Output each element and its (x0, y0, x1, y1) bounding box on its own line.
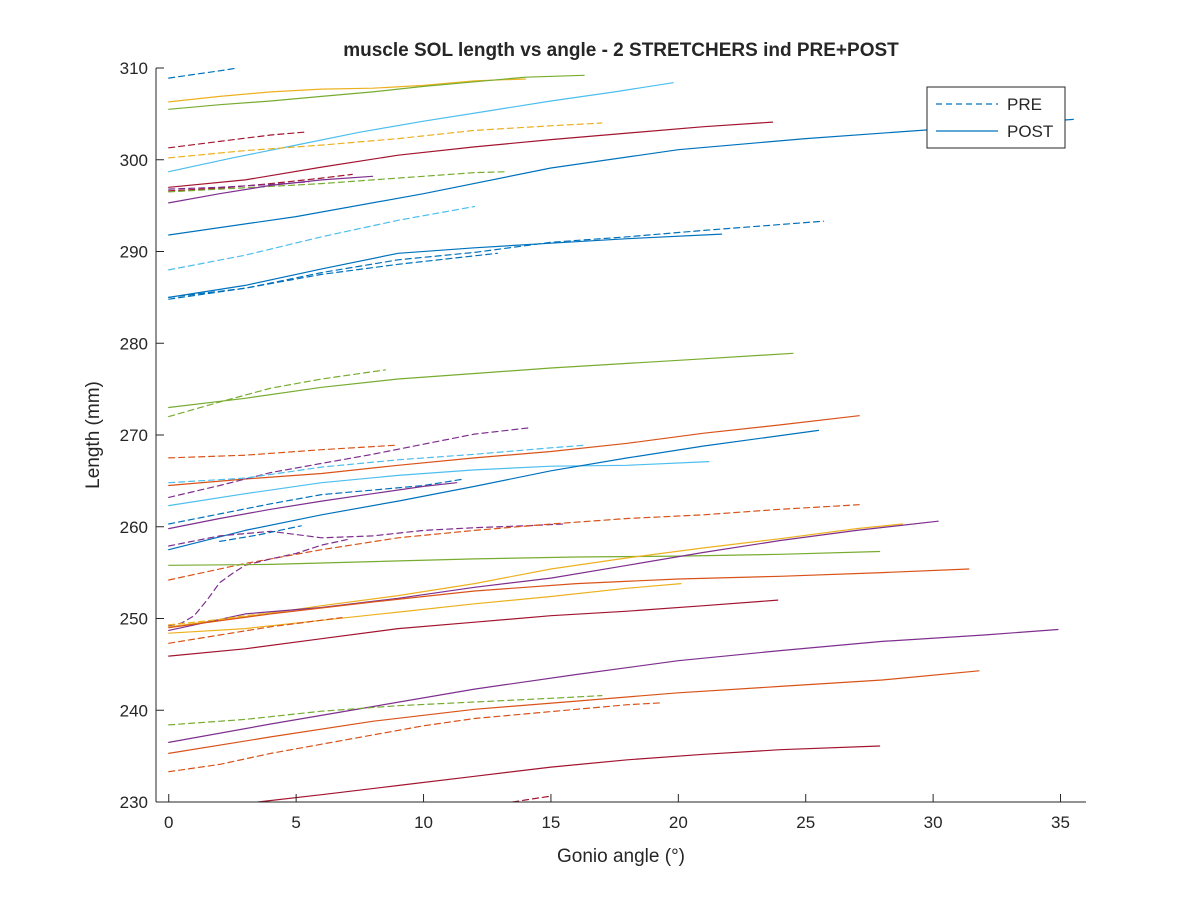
series-layer (168, 68, 1074, 802)
y-tick-label: 300 (120, 151, 148, 170)
post-series-line-16 (168, 352, 794, 409)
y-tick-label: 250 (120, 610, 148, 629)
y-tick-label: 280 (120, 334, 148, 353)
x-tick-label: 15 (541, 813, 560, 832)
pre-series-line-41 (168, 702, 662, 773)
post-series-line-22 (168, 461, 710, 507)
pre-series-line-29 (168, 538, 348, 627)
legend-pre-label: PRE (1007, 95, 1042, 114)
axes-layer: 0 5 10 15 20 25 30 35 230 240 250 260 270 280 290 300 31… (120, 59, 1086, 832)
post-series-line-35 (168, 582, 682, 634)
post-series-line-10 (168, 175, 374, 204)
post-series-line-15 (168, 233, 723, 298)
post-series-line-30 (168, 550, 881, 566)
post-series-line-37 (168, 599, 779, 657)
legend-box (926, 86, 1066, 149)
pre-series-line-0 (168, 68, 239, 79)
y-tick-label: 260 (120, 518, 148, 537)
x-tick-label: 25 (796, 813, 815, 832)
pre-series-line-12 (168, 205, 476, 271)
x-tick-label: 20 (669, 813, 688, 832)
chart-title: muscle SOL length vs angle - 2 STRETCHER… (343, 40, 899, 61)
post-series-line-18 (168, 415, 860, 487)
pre-series-line-34 (168, 612, 272, 626)
post-series-line-3 (168, 82, 674, 173)
post-series-line-32 (168, 520, 939, 632)
y-tick-label: 240 (120, 701, 148, 720)
post-series-line-25 (168, 482, 458, 530)
x-tick-label: 10 (414, 813, 433, 832)
post-series-line-40 (168, 670, 980, 755)
x-tick-label: 0 (164, 813, 173, 832)
y-tick-label: 290 (120, 243, 148, 262)
pre-series-line-17 (168, 369, 386, 418)
y-axis-label: Length (mm) (83, 381, 104, 489)
post-series-line-33 (168, 568, 970, 629)
x-axis-label: Gonio angle (°) (557, 846, 685, 867)
y-tick-label: 270 (120, 426, 148, 445)
x-tick-label: 5 (291, 813, 300, 832)
plot-area (156, 68, 1086, 802)
post-series-line-42 (257, 745, 881, 802)
pre-series-line-14 (168, 252, 498, 298)
pre-series-line-20 (168, 427, 532, 498)
legend: PRE POST (926, 86, 1066, 149)
y-tick-label: 230 (120, 793, 148, 812)
pre-series-line-36 (168, 616, 343, 644)
legend-post-label: POST (1007, 122, 1053, 141)
pre-series-line-27 (219, 525, 302, 543)
pre-series-line-21 (168, 444, 588, 484)
y-tick-label: 310 (120, 59, 148, 78)
x-tick-label: 30 (924, 813, 943, 832)
post-series-line-6 (168, 121, 774, 188)
pre-series-line-8 (168, 171, 509, 193)
post-series-line-23 (168, 429, 820, 551)
post-series-line-1 (168, 78, 527, 103)
post-series-line-11 (168, 118, 1074, 236)
pre-series-line-19 (168, 444, 399, 459)
pre-series-line-26 (168, 523, 565, 547)
pre-series-line-43 (512, 795, 550, 802)
post-series-line-38 (168, 628, 1059, 744)
pre-series-line-5 (168, 131, 305, 149)
pre-series-line-39 (168, 694, 603, 726)
pre-series-line-24 (168, 478, 465, 525)
pre-series-line-7 (168, 173, 353, 192)
x-tick-label: 35 (1051, 813, 1070, 832)
post-series-line-2 (168, 74, 585, 110)
pre-series-line-4 (168, 122, 603, 159)
